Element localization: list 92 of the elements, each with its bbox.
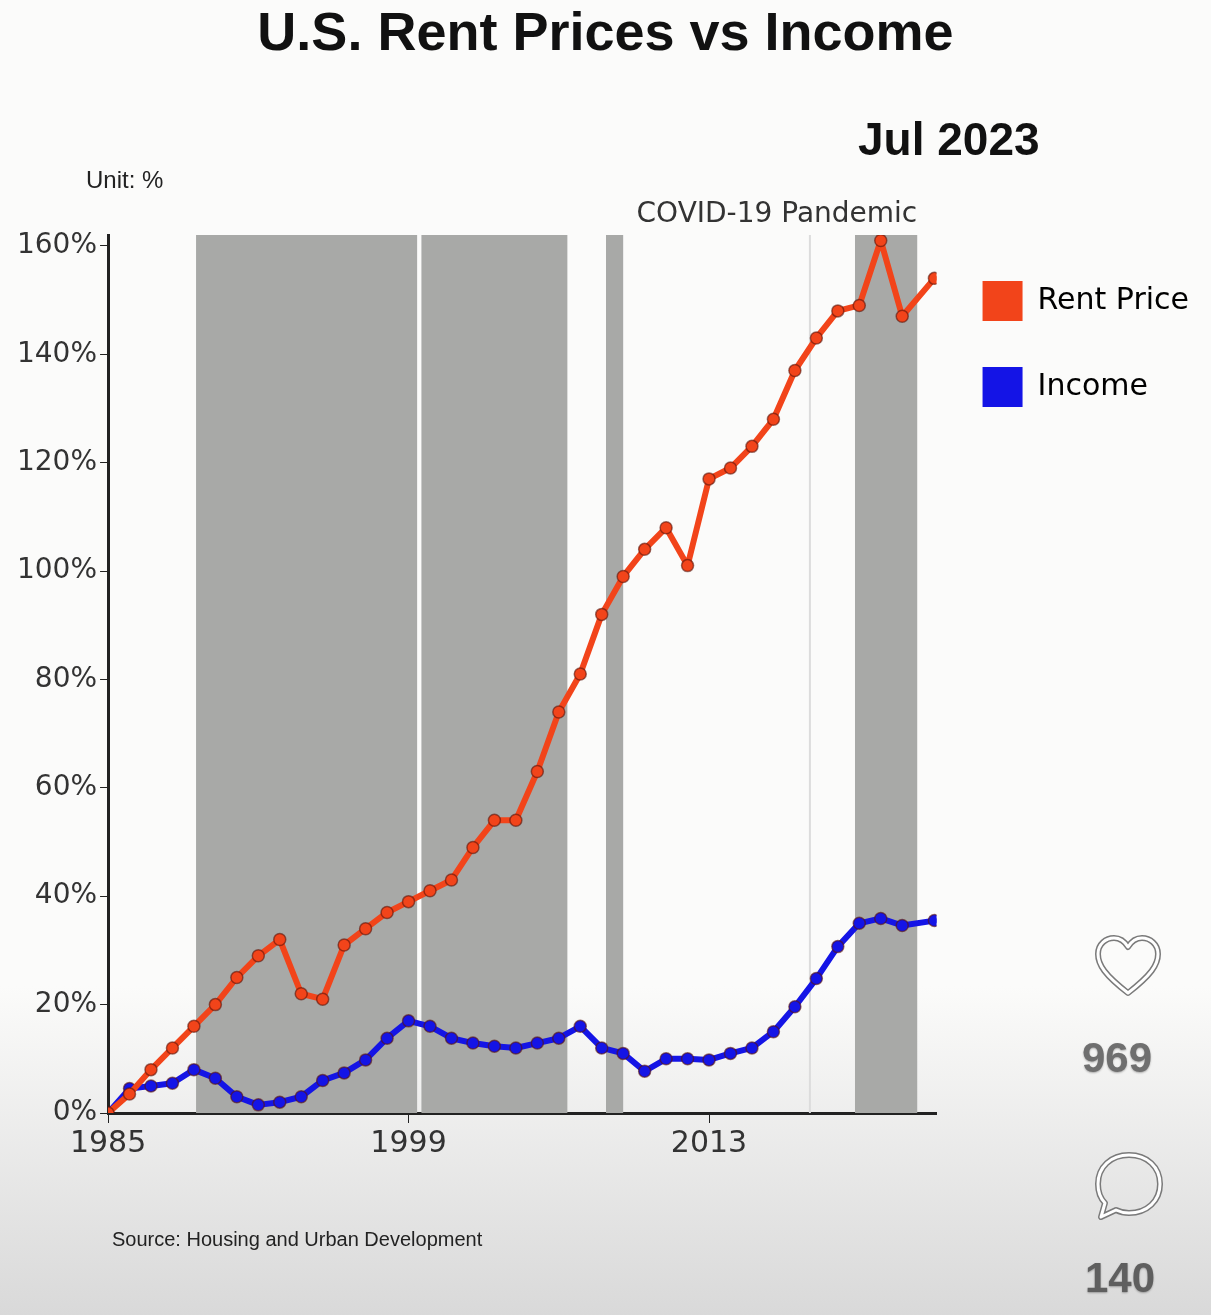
point (831, 304, 845, 318)
y-tick-label: 60% (34, 769, 98, 803)
point (165, 1041, 180, 1055)
point (230, 970, 244, 985)
point (208, 997, 223, 1012)
point (294, 1089, 308, 1104)
y-tick-label: 20% (34, 985, 98, 1019)
point (552, 1031, 566, 1045)
point (616, 1046, 630, 1061)
y-tick-label: 100% (16, 552, 98, 586)
y-tick-label: 140% (16, 335, 98, 369)
y-tick-label: 80% (34, 660, 98, 694)
point (766, 1024, 781, 1039)
point (509, 1041, 523, 1055)
point (487, 813, 502, 828)
point (466, 840, 480, 855)
y-tick-label: 40% (34, 877, 98, 911)
point (873, 235, 888, 248)
point (122, 1087, 137, 1101)
point (616, 569, 630, 584)
point (594, 1041, 609, 1055)
point (337, 1066, 351, 1080)
point (573, 1019, 587, 1034)
x-tick-label: 2013 (670, 1123, 748, 1159)
point (273, 1095, 287, 1109)
point (530, 764, 545, 779)
point (315, 1073, 330, 1088)
point (444, 873, 459, 887)
point (680, 1052, 695, 1066)
point (809, 971, 824, 986)
point (294, 987, 308, 1001)
y-tick-label: 160% (16, 227, 98, 261)
point (187, 1019, 201, 1034)
point (358, 1053, 373, 1067)
point (895, 918, 909, 933)
legend-label: Income (1037, 366, 1148, 402)
point (487, 1039, 502, 1054)
point (594, 607, 609, 622)
point (423, 884, 437, 898)
point (144, 1062, 158, 1077)
point (637, 542, 652, 557)
y-axis-title: Unit: % (86, 166, 164, 194)
chart-title: U.S. Rent Prices vs Income (256, 0, 955, 62)
point (466, 1036, 480, 1050)
point (208, 1071, 223, 1086)
point (337, 938, 351, 952)
point (358, 921, 373, 936)
point (659, 520, 673, 535)
point (852, 916, 867, 931)
point (573, 667, 587, 681)
point (831, 939, 845, 954)
point (165, 1076, 180, 1090)
point (788, 363, 802, 378)
band-label: COVID-19 Pandemic (636, 196, 918, 230)
legend-label: Rent Price (1037, 280, 1189, 316)
point (809, 331, 824, 345)
point (723, 1046, 738, 1061)
point (895, 309, 909, 324)
point (401, 894, 416, 909)
x-tick-label: 1999 (370, 1123, 447, 1159)
point (380, 1031, 394, 1045)
point (444, 1031, 459, 1045)
point (315, 992, 330, 1006)
point (401, 1014, 416, 1028)
text: Jul 2023 (858, 112, 1040, 166)
point (680, 558, 695, 573)
point (251, 1098, 266, 1112)
point (230, 1089, 244, 1104)
point (745, 439, 759, 454)
point (637, 1064, 652, 1079)
point (873, 911, 888, 926)
point (766, 412, 781, 427)
point (273, 932, 287, 947)
point (380, 905, 394, 920)
point (702, 472, 716, 486)
point (552, 705, 566, 719)
point (745, 1041, 759, 1055)
source-note: Source: Housing and Urban Development (112, 1228, 483, 1251)
point (509, 813, 523, 828)
point (659, 1052, 673, 1066)
point (144, 1079, 158, 1093)
point (852, 298, 867, 313)
point (702, 1053, 716, 1067)
text: 969 (1082, 1034, 1153, 1082)
point (530, 1036, 545, 1050)
point (723, 461, 738, 475)
point (788, 1000, 802, 1014)
point (251, 949, 266, 963)
point (187, 1062, 201, 1077)
point (423, 1019, 437, 1034)
text: 140 (1085, 1254, 1156, 1302)
y-tick-label: 120% (16, 443, 98, 477)
